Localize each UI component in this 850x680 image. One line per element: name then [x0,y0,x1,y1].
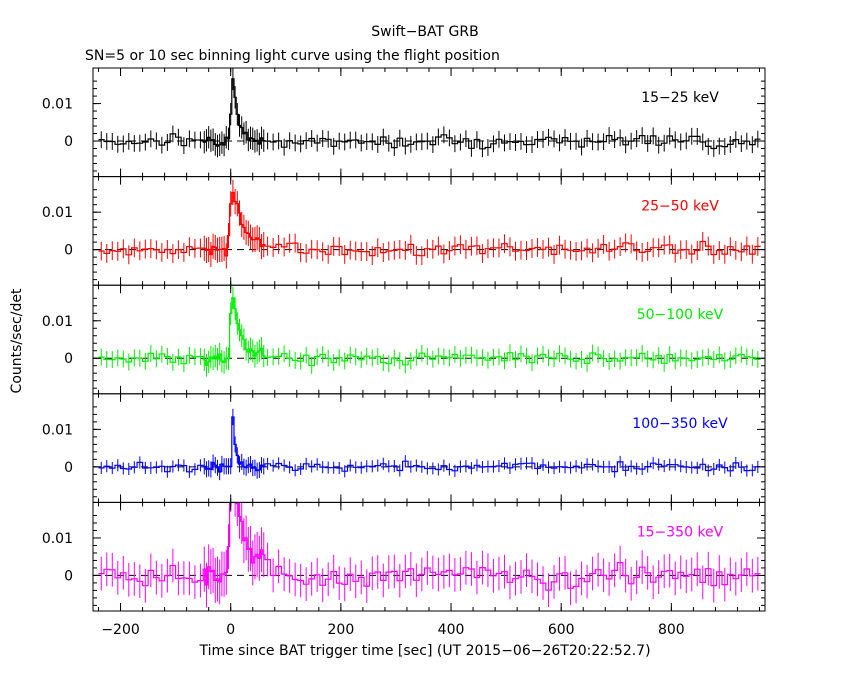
band-label: 15−25 keV [641,90,719,106]
chart-title: Swift−BAT GRB [371,24,478,40]
panel-frame [92,284,766,395]
y-tick-label: 0 [64,243,73,259]
panel-2: 0 0.01 25−50 keV [42,176,766,286]
y-tick-label: 0.01 [42,531,73,547]
y-tick-label: 0 [64,460,73,476]
y-tick-label: 0.01 [42,97,73,113]
light-curve-line [98,297,761,367]
chart-subtitle: SN=5 or 10 sec binning light curve using… [85,48,500,64]
light-curve-line [98,191,761,257]
light-curve-line [98,78,761,150]
y-tick-label: 0.01 [42,205,73,221]
x-axis-label: Time since BAT trigger time [sec] (UT 20… [198,643,650,659]
x-tick-label: 200 [328,622,355,638]
y-tick-label: 0 [64,134,73,150]
panel-3: 0 0.01 50−100 keV [42,284,766,395]
panel-frame [92,67,766,178]
y-axis-label: Counts/sec/det [9,288,25,393]
light-curve-line [98,502,761,591]
x-tick-label: 400 [438,622,465,638]
panel-frame [92,393,766,503]
band-label: 15−350 keV [637,524,724,540]
x-tick-label: 0 [226,622,235,638]
error-bars [100,179,759,269]
panels-group: 0 0.01 15−25 keV 0 0.01 25−50 keV 0 0.01 50−100 … [42,67,766,638]
y-tick-label: 0.01 [42,422,73,438]
y-tick-label: 0.01 [42,314,73,330]
panel-4: 0 0.01 100−350 keV [42,393,766,503]
band-label: 100−350 keV [632,416,728,432]
panel-1: 0 0.01 15−25 keV [42,67,766,178]
light-curve-line [98,416,761,473]
x-tick-label: 600 [548,622,575,638]
band-label: 50−100 keV [637,307,724,323]
y-tick-label: 0 [64,351,73,367]
y-tick-label: 0 [64,568,73,584]
x-tick-label: −200 [101,622,139,638]
band-label: 25−50 keV [641,199,719,215]
error-bars [100,286,759,377]
panel-frame [92,176,766,286]
panel-5: 0 0.01 15−350 keV [42,501,766,612]
x-tick-label: 800 [658,622,685,638]
